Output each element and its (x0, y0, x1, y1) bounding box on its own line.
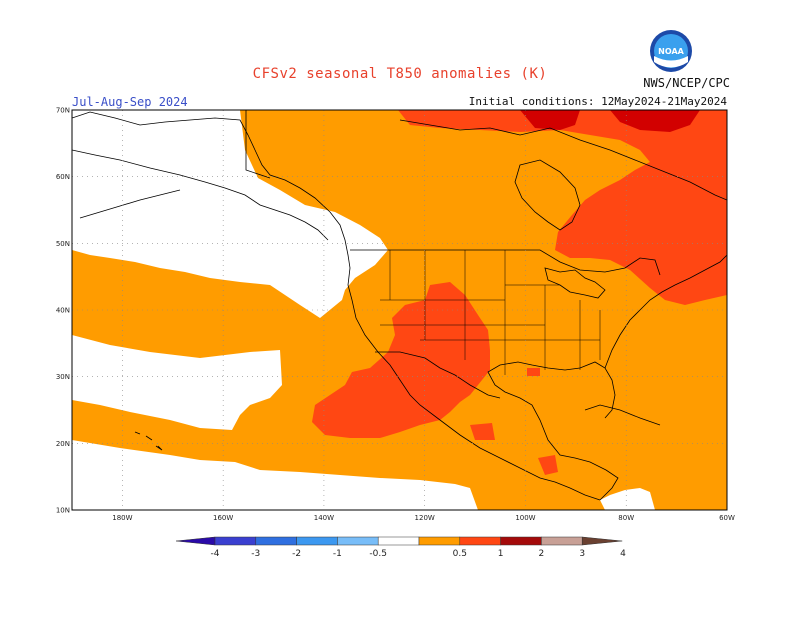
lon-tick-label-1: 160W (213, 514, 233, 522)
anomaly-region-southwest-us (312, 282, 490, 438)
colorbar-label-5: 0.5 (453, 549, 467, 559)
lon-tick-label-6: 60W (719, 514, 735, 522)
neutral-region-caribbean-south (600, 488, 655, 510)
neutral-region-east-pacific (72, 335, 282, 430)
colorbar-bin-4 (337, 536, 379, 546)
lon-tick-label-0: 180W (112, 514, 132, 522)
anomaly-region-baffin (610, 110, 700, 132)
coastline-hawaii (134, 431, 163, 451)
lat-tick-label-1: 20N (56, 440, 70, 448)
colorbar (175, 536, 623, 546)
colorbar-bin-1 (214, 536, 257, 546)
coastline-hudson-bay (514, 159, 581, 231)
lon-tick-label-3: 120W (415, 514, 435, 522)
lat-tick-label-0: 10N (56, 507, 70, 515)
colorbar-label-9: 4 (620, 549, 626, 559)
lon-tick-label-5: 80W (618, 514, 634, 522)
longitude-labels: 180W 160W 140W 120W 100W 80W 60W (112, 514, 735, 522)
state-lines (380, 250, 601, 375)
coastline-great-lakes (544, 267, 606, 299)
colorbar-label-8: 3 (579, 549, 585, 559)
coastline-cuba (584, 404, 661, 426)
map-frame (71, 109, 728, 511)
coastlines (72, 110, 727, 501)
anomaly-region-central-america (538, 455, 558, 475)
lat-tick-label-2: 30N (56, 373, 70, 381)
border-us-mexico (375, 351, 501, 399)
coastline-north-america-west (72, 111, 601, 501)
colorbar-label-0: -4 (211, 549, 220, 559)
lat-tick-label-5: 60N (56, 173, 70, 181)
colorbar-bin-10 (581, 536, 623, 546)
coastline-gulf (487, 361, 619, 501)
anomaly-region-texas-small (527, 368, 540, 376)
border-us-canada (350, 249, 661, 276)
season-label: Jul-Aug-Sep 2024 (72, 95, 188, 109)
lat-tick-label-4: 50N (56, 240, 70, 248)
noaa-logo: NOAA (650, 30, 692, 72)
colorbar-bin-0 (175, 536, 216, 546)
colorbar-label-2: -2 (292, 549, 301, 559)
neutral-region-southwest-pacific (72, 440, 478, 510)
colorbar-bin-7 (459, 536, 501, 546)
colorbar-bin-9 (541, 536, 583, 546)
colorbar-label-3: -1 (333, 549, 342, 559)
colorbar-label-7: 2 (539, 549, 545, 559)
colorbar-label-1: -3 (251, 549, 260, 559)
coastline-east-us (604, 254, 727, 369)
lon-tick-label-4: 100W (515, 514, 535, 522)
svg-text:NOAA: NOAA (658, 47, 684, 56)
latitude-labels: 10N 20N 30N 40N 50N 60N 70N (56, 107, 70, 515)
initial-conditions-label: Initial conditions: 12May2024-21May2024 (468, 95, 727, 108)
coastline-alaska (72, 149, 329, 241)
colorbar-bin-3 (296, 536, 338, 546)
coastline-aleutians (79, 189, 181, 219)
lat-tick-label-6: 70N (56, 107, 70, 115)
neutral-region-north-pacific-alaska (72, 110, 388, 318)
colorbar-bin-2 (255, 536, 297, 546)
lat-tick-label-3: 40N (56, 307, 70, 315)
agency-label: NWS/NCEP/CPC (643, 76, 730, 90)
border-alaska-canada (245, 110, 271, 179)
lon-tick-label-2: 140W (314, 514, 334, 522)
colorbar-label-4: -0.5 (369, 549, 387, 559)
coastline-canadian-arctic (399, 119, 727, 201)
anomaly-region-eastern-canada (398, 110, 727, 305)
colorbar-bin-6 (418, 536, 461, 546)
colorbar-bin-5 (377, 536, 420, 546)
anomaly-region-gulf-mexico-small (470, 423, 495, 440)
anomaly-field (72, 110, 727, 510)
colorbar-labels: -4 -3 -2 -1 -0.5 0.5 1 2 3 4 (211, 549, 627, 559)
colorbar-label-6: 1 (498, 549, 504, 559)
anomaly-region-far-north-canada (520, 110, 580, 130)
colorbar-bin-8 (500, 536, 542, 546)
chart-title: CFSv2 seasonal T850 anomalies (K) (252, 66, 548, 82)
